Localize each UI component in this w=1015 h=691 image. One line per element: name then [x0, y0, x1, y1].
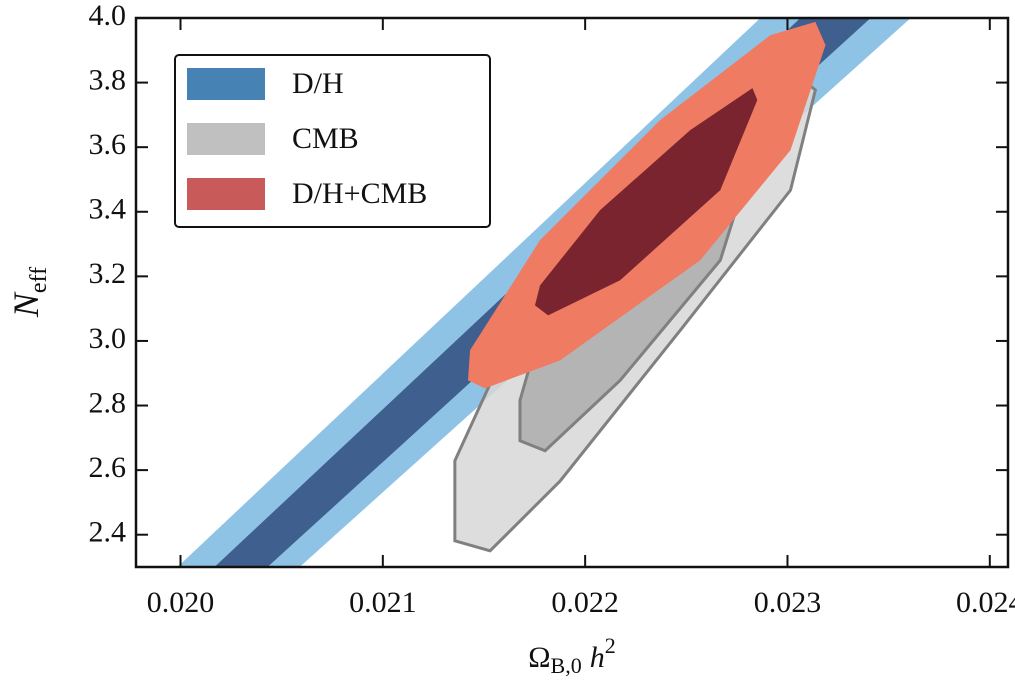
- x-tick-label: 0.020: [147, 586, 215, 619]
- y-tick-label: 3.4: [89, 193, 127, 226]
- legend: D/H CMB D/H+CMB: [174, 54, 491, 228]
- x-label-after: h: [590, 641, 605, 674]
- y-tick-label: 2.8: [89, 386, 127, 419]
- y-axis-label: Neff: [6, 267, 51, 318]
- y-tick-label: 3.2: [89, 257, 127, 290]
- legend-label: CMB: [292, 122, 359, 155]
- x-label-sub: B,0: [551, 653, 582, 678]
- y-tick-label: 2.6: [89, 451, 127, 484]
- contour-region: [534, 88, 758, 316]
- x-tick-label: 0.023: [754, 586, 822, 619]
- x-tick-label: 0.022: [551, 586, 619, 619]
- x-label-sup: 2: [605, 633, 616, 658]
- y-tick-label: 3.0: [89, 322, 127, 355]
- y-tick-label: 4.0: [89, 0, 127, 32]
- x-tick-label: 0.021: [349, 586, 417, 619]
- legend-swatch: [187, 123, 265, 155]
- legend-swatch: [187, 178, 265, 210]
- x-tick-label: 0.024: [956, 586, 1015, 619]
- x-label-main: Ω: [528, 641, 550, 674]
- plot-frame: [134, 16, 1010, 569]
- x-axis-label: ΩB,0 h2: [528, 633, 615, 678]
- y-tick-label: 2.4: [89, 516, 127, 549]
- legend-label: D/H: [292, 67, 344, 100]
- y-label-sub: eff: [26, 267, 52, 293]
- y-tick-label: 3.6: [89, 128, 127, 161]
- plot-area: [177, 18, 911, 567]
- legend-swatch: [187, 68, 265, 100]
- y-tick-label: 3.8: [89, 63, 127, 96]
- y-label-main: N: [6, 291, 46, 318]
- legend-label: D/H+CMB: [292, 177, 427, 210]
- axes: 0.020 0.021 0.022 0.023 0.024 2.4 2.6 2.8 3.0 3.2…: [89, 0, 1015, 619]
